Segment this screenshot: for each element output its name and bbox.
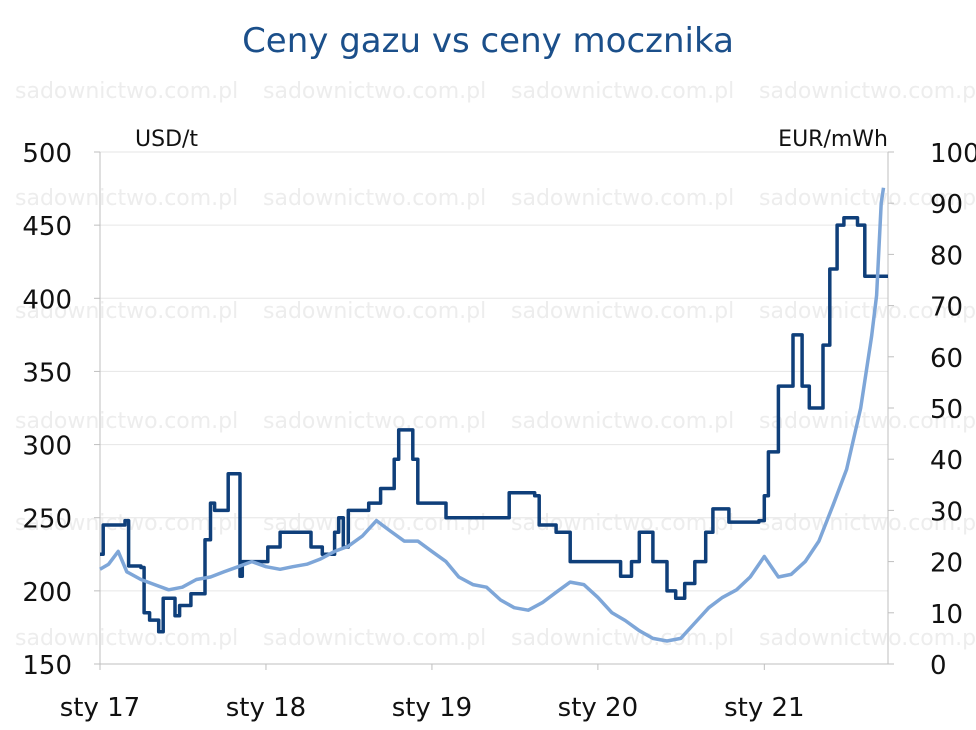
- watermark-text: sadownictwo.com.pl: [511, 186, 734, 211]
- series-line-left-axis: [100, 216, 888, 634]
- x-tick-label: sty 17: [60, 693, 140, 723]
- left-tick-label: 450: [22, 212, 72, 242]
- watermark-text: sadownictwo.com.pl: [759, 299, 976, 324]
- watermark-text: sadownictwo.com.pl: [759, 186, 976, 211]
- right-tick-label: 50: [930, 395, 963, 425]
- watermark-text: sadownictwo.com.pl: [263, 409, 486, 434]
- left-tick-label: 400: [22, 285, 72, 315]
- watermark-text: sadownictwo.com.pl: [759, 511, 976, 536]
- right-tick-label: 20: [930, 549, 963, 579]
- chart-title: Ceny gazu vs ceny mocznika: [242, 21, 734, 61]
- watermark-text: sadownictwo.com.pl: [511, 299, 734, 324]
- left-tick-label: 200: [22, 578, 72, 608]
- right-tick-label: 90: [930, 190, 963, 220]
- left-axis-unit: USD/t: [135, 127, 198, 152]
- watermark-text: sadownictwo.com.pl: [759, 409, 976, 434]
- watermark-text: sadownictwo.com.pl: [15, 79, 238, 104]
- watermark-layer: sadownictwo.com.pl sadownictwo.com.pl sado…: [15, 79, 976, 651]
- right-tick-label: 30: [930, 497, 963, 527]
- left-tick-label: 150: [22, 651, 72, 681]
- right-tick-label: 0: [930, 651, 947, 681]
- right-tick-label: 60: [930, 344, 963, 374]
- watermark-text: sadownictwo.com.pl: [759, 626, 976, 651]
- right-tick-label: 70: [930, 293, 963, 323]
- watermark-text: sadownictwo.com.pl: [15, 626, 238, 651]
- left-tick-label: 250: [22, 505, 72, 535]
- watermark-text: sadownictwo.com.pl: [263, 626, 486, 651]
- watermark-text: sadownictwo.com.pl: [511, 409, 734, 434]
- left-tick-label: 300: [22, 432, 72, 462]
- watermark-text: sadownictwo.com.pl: [263, 79, 486, 104]
- right-tick-label: 100: [930, 139, 976, 169]
- x-tick-label: sty 19: [392, 693, 472, 723]
- axes: 150 200 250 300 350 400 450 500 0 10 20 30 40 50 60 70 8…: [22, 139, 976, 723]
- watermark-text: sadownictwo.com.pl: [263, 299, 486, 324]
- watermark-text: sadownictwo.com.pl: [511, 79, 734, 104]
- left-tick-label: 500: [22, 139, 72, 169]
- x-tick-label: sty 18: [226, 693, 306, 723]
- right-tick-label: 40: [930, 446, 963, 476]
- watermark-text: sadownictwo.com.pl: [15, 409, 238, 434]
- right-tick-label: 80: [930, 241, 963, 271]
- watermark-text: sadownictwo.com.pl: [15, 299, 238, 324]
- watermark-text: sadownictwo.com.pl: [263, 186, 486, 211]
- series-line-right-axis: [99, 187, 886, 643]
- series-layer: [99, 187, 888, 643]
- x-tick-label: sty 21: [724, 693, 804, 723]
- x-tick-label: sty 20: [558, 693, 638, 723]
- watermark-text: sadownictwo.com.pl: [511, 626, 734, 651]
- right-tick-label: 10: [930, 600, 963, 630]
- left-tick-label: 350: [22, 358, 72, 388]
- watermark-text: sadownictwo.com.pl: [15, 186, 238, 211]
- watermark-text: sadownictwo.com.pl: [759, 79, 976, 104]
- right-axis-unit: EUR/mWh: [778, 127, 888, 152]
